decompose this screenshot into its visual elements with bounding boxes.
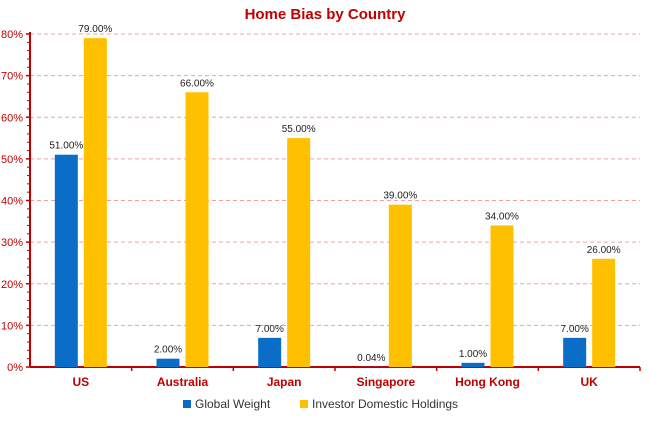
data-labels: 51.00% 79.00% 2.00% 66.00% 7.00% 55.00% 0.04% 3… (49, 24, 620, 364)
data-label: 1.00% (459, 349, 487, 360)
data-label: 2.00% (154, 345, 182, 356)
x-tick-label: US (72, 375, 89, 389)
y-tick-label: 0% (7, 362, 23, 374)
bars (54, 38, 616, 368)
data-label: 34.00% (485, 211, 519, 222)
legend-global-weight-swatch (183, 400, 191, 408)
bar-global-weight (461, 362, 485, 367)
y-tick-label: 50% (1, 154, 23, 166)
data-label: 7.00% (560, 324, 588, 335)
bar-investor-domestic (490, 225, 514, 367)
bar-investor-domestic (185, 92, 209, 368)
bar-global-weight (258, 337, 282, 367)
data-label: 7.00% (255, 324, 283, 335)
data-label: 51.00% (49, 141, 83, 152)
bar-global-weight (54, 154, 78, 367)
data-label: 79.00% (78, 24, 112, 35)
bar-investor-domestic (287, 138, 311, 367)
data-label: 55.00% (282, 124, 316, 135)
y-tick-label: 70% (1, 71, 23, 83)
chart-title: Home Bias by Country (245, 6, 407, 23)
legend-global-weight-label: Global Weight (195, 397, 271, 411)
x-tick-label: UK (580, 375, 598, 389)
data-label: 39.00% (383, 191, 417, 202)
bar-global-weight (156, 358, 180, 367)
bar-global-weight (563, 337, 587, 367)
legend: Global Weight Investor Domestic Holdings (183, 397, 458, 411)
x-tick-label: Australia (157, 375, 209, 389)
x-tick-label: Singapore (356, 375, 415, 389)
gridlines (30, 33, 640, 326)
legend-investor-domestic-swatch (300, 400, 308, 408)
x-tick-label: Japan (267, 375, 302, 389)
y-tick-label: 10% (1, 320, 23, 332)
bar-investor-domestic (83, 38, 107, 367)
data-label: 0.04% (357, 353, 385, 364)
bar-investor-domestic (592, 258, 616, 367)
data-label: 66.00% (180, 78, 214, 89)
y-tick-label: 80% (1, 29, 23, 41)
data-label: 26.00% (587, 245, 621, 256)
y-tick-label: 30% (1, 237, 23, 249)
y-tick-label: 40% (1, 196, 23, 208)
x-tick-label: Hong Kong (455, 375, 520, 389)
y-tick-label: 60% (1, 112, 23, 124)
legend-investor-domestic-label: Investor Domestic Holdings (312, 397, 458, 411)
bar-investor-domestic (388, 204, 412, 367)
y-tick-label: 20% (1, 279, 23, 291)
axes: 0% 10% 20% 30% 40% 50% 60% 70% 80% US Australia Jap… (1, 29, 641, 389)
